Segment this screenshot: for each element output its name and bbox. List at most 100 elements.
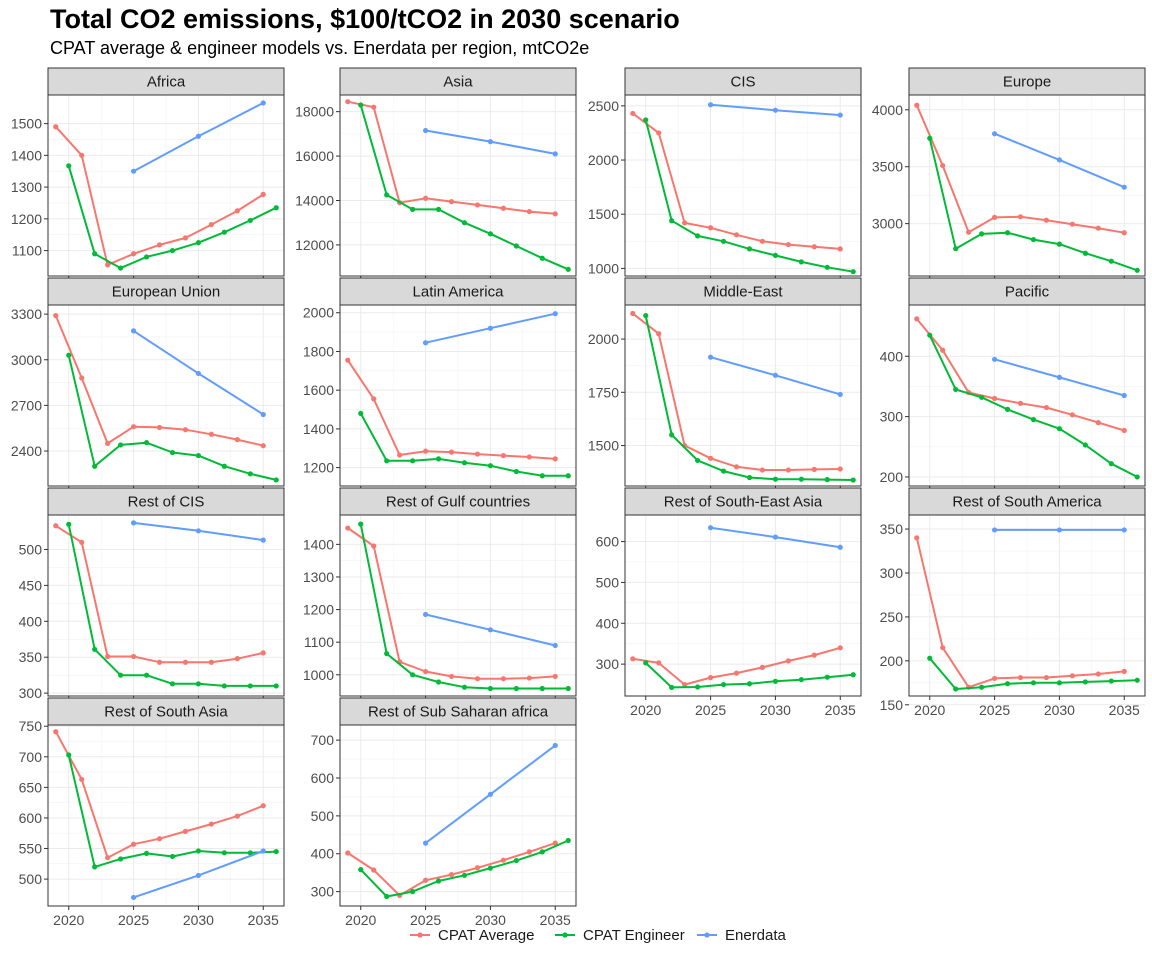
data-point-cpat-engineer [118, 856, 124, 862]
data-point-cpat-engineer [824, 477, 830, 483]
x-tick-label: 2020 [345, 912, 376, 928]
data-point-cpat-average [811, 244, 817, 250]
data-point-enerdata [487, 627, 494, 633]
data-point-cpat-average [79, 152, 85, 158]
data-point-cpat-engineer [92, 463, 98, 469]
data-point-cpat-average [837, 645, 843, 651]
data-point-cpat-average [105, 653, 111, 660]
data-point-cpat-average [371, 396, 377, 402]
panel-rest-of-gulf-countries: Rest of Gulf countries 1000 1100 1200 1300 14… [303, 487, 577, 718]
panel-border-middle-east [624, 304, 862, 487]
y-tick-label: 600 [311, 770, 335, 786]
strip-label-pacific: Pacific [1005, 284, 1050, 301]
data-point-cpat-engineer [1108, 258, 1114, 264]
data-point-cpat-engineer [979, 684, 985, 690]
data-point-cpat-engineer [247, 850, 253, 856]
x-tick-label: 2020 [630, 702, 661, 718]
y-tick-label: 350 [19, 649, 43, 665]
data-point-cpat-average [733, 670, 740, 676]
data-point-enerdata [260, 411, 266, 418]
panel-cis: CIS10001500200025002020202520302035 [588, 67, 862, 298]
data-point-cpat-engineer [358, 521, 364, 527]
data-point-cpat-engineer [1134, 677, 1140, 683]
y-tick-label: 3000 [11, 352, 42, 368]
data-point-cpat-engineer [669, 218, 675, 224]
data-point-cpat-engineer [772, 476, 779, 482]
data-point-cpat-average [940, 347, 946, 353]
strip-label-rest-of-sub-saharan-africa: Rest of Sub Saharan africa [368, 704, 549, 721]
data-point-enerdata [130, 894, 137, 901]
data-point-cpat-average [234, 208, 240, 214]
data-point-cpat-engineer [410, 672, 416, 678]
panel-border-rest-of-gulf-countries [339, 514, 577, 697]
y-tick-label: 700 [19, 749, 43, 765]
chart-title: Total CO2 emissions, $100/tCO2 in 2030 s… [50, 4, 680, 34]
data-point-cpat-average [837, 246, 843, 252]
data-point-cpat-engineer [487, 865, 494, 871]
panel-border-rest-of-cis [47, 514, 285, 697]
data-point-cpat-engineer [539, 685, 545, 692]
data-point-cpat-engineer [195, 848, 202, 854]
data-point-cpat-engineer [1030, 236, 1037, 243]
y-tick-label: 550 [19, 841, 43, 857]
data-point-cpat-engineer [118, 442, 124, 448]
data-point-cpat-engineer [772, 678, 779, 684]
data-point-cpat-average [474, 865, 481, 871]
panel-rest-of-south-america: Rest of South America 150 200 250 300 350 2020… [880, 487, 1146, 718]
data-point-cpat-average [208, 431, 214, 437]
data-point-cpat-engineer [247, 217, 253, 224]
data-point-cpat-engineer [92, 646, 98, 652]
data-point-cpat-engineer [798, 259, 804, 265]
data-point-cpat-engineer [1056, 426, 1063, 432]
data-point-cpat-average [785, 658, 791, 664]
data-point-enerdata [772, 534, 779, 540]
data-point-cpat-average [397, 452, 403, 458]
data-point-cpat-engineer [221, 683, 227, 689]
data-point-cpat-average [1043, 674, 1050, 681]
strip-label-asia: Asia [443, 74, 473, 91]
data-point-cpat-average [130, 653, 137, 660]
data-point-cpat-engineer [435, 679, 442, 685]
x-tick-label: 2035 [1109, 702, 1140, 718]
data-point-cpat-average [1095, 225, 1101, 231]
data-point-cpat-engineer [384, 192, 390, 198]
data-point-cpat-average [156, 836, 163, 842]
data-point-cpat-average [260, 803, 266, 809]
data-point-cpat-average [526, 675, 532, 681]
data-point-cpat-average [234, 813, 240, 819]
data-point-cpat-average [371, 543, 377, 549]
data-point-cpat-average [156, 659, 163, 665]
data-point-cpat-engineer [565, 473, 571, 479]
y-tick-label: 150 [880, 697, 904, 713]
data-point-cpat-average [552, 456, 558, 462]
data-point-cpat-engineer [1030, 680, 1037, 686]
y-tick-label: 16000 [295, 148, 334, 164]
data-point-enerdata [130, 520, 137, 526]
data-point-enerdata [707, 102, 714, 108]
strip-label-latin-america: Latin America [413, 284, 505, 301]
y-tick-label: 750 [19, 718, 43, 734]
data-point-cpat-engineer [487, 231, 494, 237]
x-tick-label: 2020 [53, 912, 84, 928]
data-point-cpat-engineer [461, 220, 468, 226]
data-point-cpat-average [526, 208, 532, 215]
data-point-enerdata [487, 791, 494, 797]
x-tick-label: 2030 [760, 702, 791, 718]
y-tick-label: 1500 [11, 116, 42, 132]
data-point-cpat-average [208, 821, 214, 827]
data-point-cpat-average [208, 221, 214, 228]
legend: CPAT Average CPAT Engineer Enerdata [410, 927, 787, 944]
data-point-cpat-engineer [565, 266, 571, 272]
y-tick-label: 14000 [295, 192, 334, 208]
data-point-cpat-engineer [169, 449, 176, 456]
data-point-cpat-average [656, 660, 662, 666]
data-point-cpat-average [371, 867, 377, 873]
data-point-enerdata [837, 391, 843, 398]
data-point-cpat-average [500, 453, 506, 459]
data-point-cpat-average [53, 523, 59, 529]
y-tick-label: 1300 [303, 569, 334, 585]
y-tick-label: 650 [19, 779, 43, 795]
data-point-cpat-average [345, 99, 351, 105]
y-tick-label: 1400 [11, 147, 42, 163]
data-point-cpat-average [79, 539, 85, 545]
